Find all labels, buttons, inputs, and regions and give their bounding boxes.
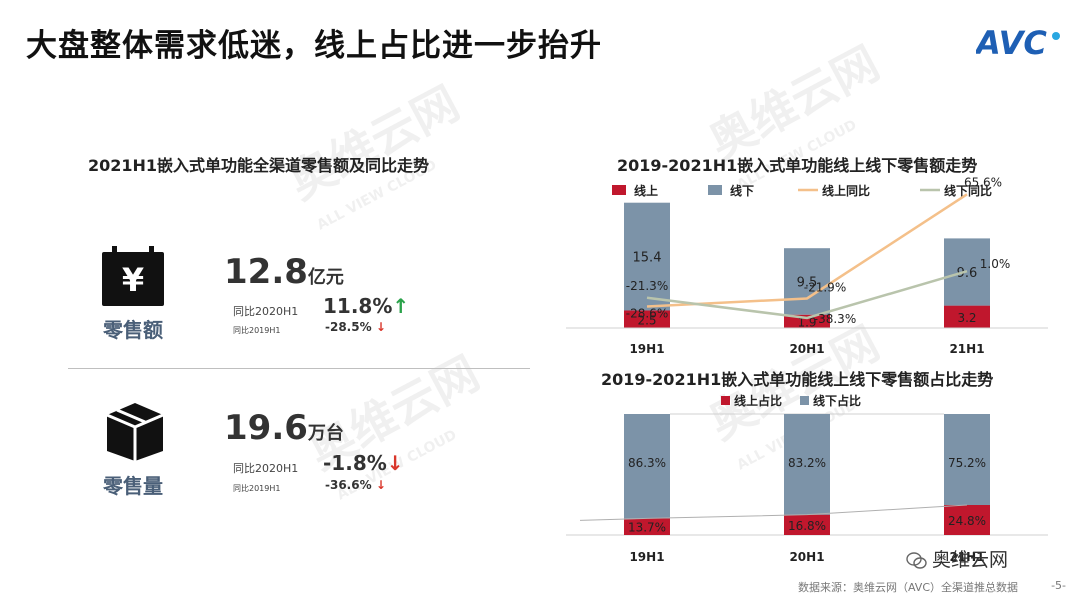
line-online-yoy-label: -28.6% <box>626 306 668 320</box>
bar-label-offline: 15.4 <box>633 251 662 266</box>
arrow-down-icon: ↓ <box>375 478 386 492</box>
arrow-down-icon: ↓ <box>386 451 404 475</box>
avc-logo: AVC <box>976 24 1060 62</box>
retail-volume-number: 19.6万台 <box>224 408 344 448</box>
bar-offline <box>784 248 830 315</box>
legend-label: 线上 <box>634 183 658 198</box>
bar-label-online: 3.2 <box>957 311 976 325</box>
divider <box>68 368 530 369</box>
bar-offline-share <box>784 414 830 515</box>
bar-offline-share <box>944 414 990 505</box>
x-tick-label: 20H1 <box>789 550 824 564</box>
retail-volume-yoy2019-label: 同比2019H1 <box>233 484 281 493</box>
bar-label-online-share: 13.7% <box>628 521 666 535</box>
legend-label: 线下同比 <box>944 183 992 198</box>
retail-volume-label: 零售量 <box>103 474 163 498</box>
bar-online-share <box>944 504 990 535</box>
bar-label-online: 1.9 <box>797 315 816 329</box>
bar-online <box>624 310 670 328</box>
line-offline-yoy-label: -38.3% <box>814 312 856 326</box>
retail-value-yoy2019-label: 同比2019H1 <box>233 326 281 335</box>
arrow-up-icon: ↑ <box>392 294 410 318</box>
line-online-yoy-label: -21.9% <box>804 280 846 294</box>
x-tick-label: 20H1 <box>789 342 824 356</box>
retail-value-yoy2020: 11.8%↑ <box>323 294 410 318</box>
page-number: -5- <box>1051 579 1066 592</box>
bar-offline <box>624 202 670 311</box>
legend-swatch <box>800 396 809 405</box>
line-offline-yoy-label: 1.0% <box>980 257 1011 271</box>
bar-label-online-share: 24.8% <box>948 514 986 528</box>
bar-offline-share <box>624 414 670 519</box>
line-offline-yoy <box>646 270 968 320</box>
legend-label: 线上同比 <box>822 183 870 198</box>
yen-tag-icon: ¥ <box>102 246 164 306</box>
line-online-yoy-label: 65.6% <box>964 175 1002 189</box>
chart1-title: 2019-2021H1嵌入式单功能线上线下零售额走势 <box>617 156 978 175</box>
left-panel-title: 2021H1嵌入式单功能全渠道零售额及同比走势 <box>88 156 430 175</box>
data-source: 数据来源：奥维云网（AVC）全渠道推总数据 <box>797 581 1018 594</box>
bar-label-online: 2.5 <box>637 313 656 327</box>
bar-label-offline-share: 83.2% <box>788 456 826 470</box>
x-tick-label: 21H1 <box>949 550 984 564</box>
bar-label-offline: 9.5 <box>797 275 818 290</box>
legend-swatch <box>612 185 626 195</box>
legend-swatch <box>708 185 722 195</box>
wechat-badge: 奥维云网 <box>906 545 1008 572</box>
logo-text: AVC <box>976 24 1047 62</box>
retail-volume-yoy2020: -1.8%↓ <box>323 451 404 475</box>
x-tick-label: 19H1 <box>629 342 664 356</box>
box-icon <box>106 403 164 461</box>
bar-label-online-share: 16.8% <box>788 519 826 533</box>
retail-volume-yoy2019: -36.6% ↓ <box>325 478 386 492</box>
bar-online <box>944 305 990 328</box>
legend-swatch <box>721 396 730 405</box>
retail-value-yoy2020-label: 同比2020H1 <box>233 305 299 318</box>
svg-text:¥: ¥ <box>122 261 144 299</box>
bar-label-offline-share: 86.3% <box>628 456 666 470</box>
bar-online-share <box>624 518 670 535</box>
retail-value-number: 12.8亿元 <box>224 252 344 292</box>
chart2-title: 2019-2021H1嵌入式单功能线上线下零售额占比走势 <box>601 370 994 389</box>
arrow-down-icon: ↓ <box>375 320 386 334</box>
online-share-trend-line <box>579 504 968 521</box>
line-offline-yoy-label: -21.3% <box>626 279 668 293</box>
bar-online <box>784 314 830 328</box>
wechat-text: 奥维云网 <box>932 549 1009 571</box>
retail-volume-unit: 万台 <box>307 423 344 444</box>
retail-value-label: 零售额 <box>103 318 163 342</box>
x-tick-label: 21H1 <box>949 342 984 356</box>
retail-volume-yoy2020-label: 同比2020H1 <box>233 462 299 475</box>
retail-value-unit: 亿元 <box>307 267 344 288</box>
legend-label: 线下占比 <box>813 393 861 408</box>
bar-label-offline: 9.6 <box>957 266 978 281</box>
page-title: 大盘整体需求低迷，线上占比进一步抬升 <box>26 28 602 64</box>
legend-label: 线上占比 <box>734 393 782 408</box>
bar-label-offline-share: 75.2% <box>948 456 986 470</box>
bar-online-share <box>784 514 830 535</box>
legend-label: 线下 <box>730 183 754 198</box>
retail-value-yoy2019: -28.5% ↓ <box>325 320 386 334</box>
x-tick-label: 19H1 <box>629 550 664 564</box>
wechat-icon <box>906 551 927 569</box>
